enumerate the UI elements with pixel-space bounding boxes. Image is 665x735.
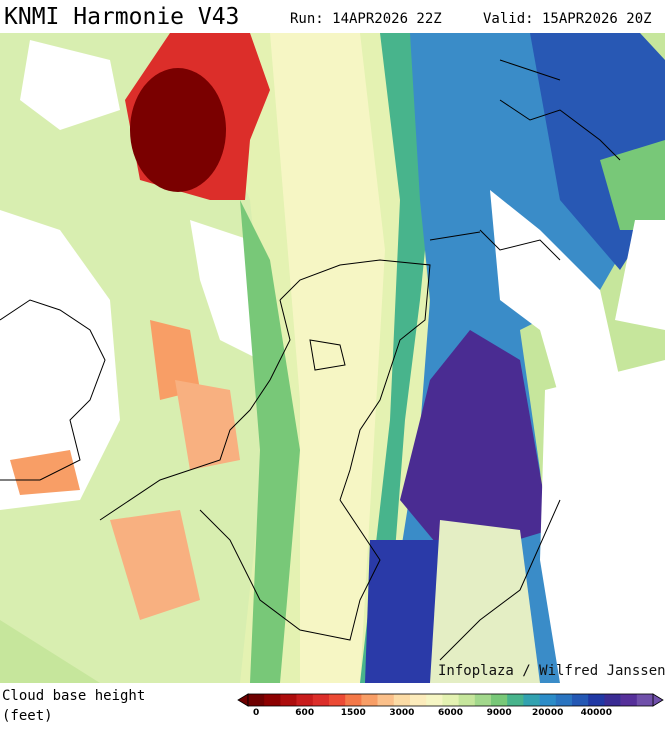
- colorbar-segment: [312, 694, 330, 706]
- field-darkred: [130, 68, 226, 192]
- credit: Infoplaza / Wilfred Janssen: [438, 663, 665, 679]
- border: [199, 499, 381, 641]
- colorbar-tick-label: 3000: [389, 708, 414, 718]
- colorbar-segment: [620, 694, 638, 706]
- colorbar: 0 600 1500 3000 6000 9000 20000 40000: [237, 693, 664, 718]
- coastline: [309, 339, 346, 371]
- field-green: [240, 200, 300, 683]
- colorbar-segment: [264, 694, 281, 706]
- clear-sky: [540, 360, 665, 683]
- field-orange: [10, 450, 80, 495]
- colorbar-segment: [280, 694, 297, 706]
- colorbar-tick-label: 1500: [341, 708, 366, 718]
- legend-area: [0, 683, 665, 735]
- title: KNMI Harmonie V43: [4, 4, 239, 30]
- colorbar-segment: [329, 694, 346, 706]
- field-center-pale: [270, 33, 385, 683]
- colorbar-segment: [555, 694, 573, 706]
- colorbar-segment: [458, 694, 476, 706]
- colorbar-tick-label: 9000: [487, 708, 512, 718]
- legend-label: (feet): [2, 708, 53, 724]
- colorbar-segment: [426, 694, 443, 706]
- colorbar-segment: [507, 694, 524, 706]
- run-time: Run: 14APR2026 22Z: [290, 11, 442, 27]
- legend-label: Cloud base height: [2, 688, 145, 704]
- colorbar-segment: [377, 694, 395, 706]
- coastline: [499, 59, 621, 161]
- field-orange: [150, 320, 200, 400]
- field-purple: [400, 330, 550, 560]
- colorbar-segment: [539, 694, 557, 706]
- colorbar-tick-label: 20000: [532, 708, 563, 718]
- field-green: [600, 140, 665, 230]
- colorbar-tick-label: 0: [253, 708, 259, 718]
- coastline: [99, 299, 291, 521]
- colorbar-segment: [296, 694, 314, 706]
- clear-sky: [615, 220, 665, 330]
- coastline: [429, 229, 561, 261]
- map: Infoplaza / Wilfred Janssen: [0, 33, 665, 683]
- colorbar-segment: [636, 694, 654, 706]
- clear-sky: [20, 40, 120, 130]
- border: [439, 499, 561, 661]
- coastline: [279, 259, 431, 501]
- colorbar-segment: [393, 694, 411, 706]
- colorbar-frame: [247, 693, 654, 707]
- colorbar-segment: [604, 694, 621, 706]
- valid-time: Valid: 15APR2026 20Z: [483, 11, 652, 27]
- clear-sky: [490, 190, 620, 400]
- colorbar-tick-label: 40000: [581, 708, 612, 718]
- clear-sky: [0, 210, 120, 510]
- colorbar-segment: [361, 694, 378, 706]
- colorbar-segment: [345, 694, 362, 706]
- colorbar-segment: [410, 694, 427, 706]
- colorbar-segment: [491, 694, 508, 706]
- colorbar-tick-label: 6000: [438, 708, 463, 718]
- coastline: [0, 299, 106, 481]
- colorbar-segment: [442, 694, 459, 706]
- field-orange: [110, 510, 200, 620]
- colorbar-tick-label: 600: [295, 708, 314, 718]
- colorbar-segment: [474, 694, 492, 706]
- colorbar-segment: [248, 694, 265, 706]
- colorbar-segment: [588, 694, 605, 706]
- colorbar-segment: [523, 694, 540, 706]
- colorbar-segment: [572, 694, 589, 706]
